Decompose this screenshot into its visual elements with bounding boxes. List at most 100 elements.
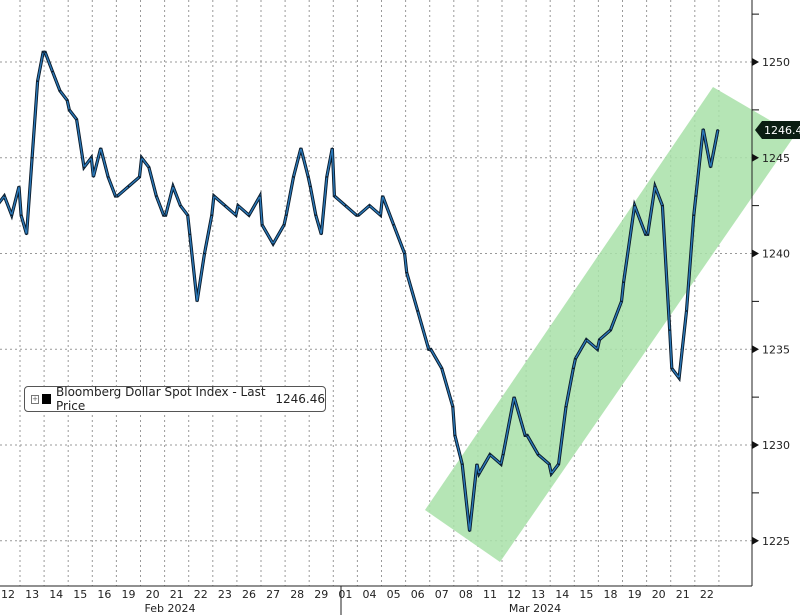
price-point bbox=[357, 214, 360, 216]
price-point bbox=[620, 300, 623, 303]
price-point bbox=[300, 147, 302, 149]
price-point bbox=[709, 166, 712, 169]
price-point bbox=[461, 463, 464, 465]
y-tick-marker bbox=[752, 249, 759, 258]
price-point bbox=[116, 195, 119, 197]
x-tick-label: 26 bbox=[242, 588, 256, 601]
y-tick-marker bbox=[752, 153, 759, 162]
x-tick-label: 12 bbox=[1, 588, 15, 601]
x-tick-label: 08 bbox=[459, 588, 473, 601]
x-tick-label: 28 bbox=[290, 588, 304, 601]
series-layer bbox=[0, 50, 720, 532]
price-point bbox=[155, 195, 158, 197]
price-point bbox=[452, 405, 454, 408]
x-axis: 12 13 14 15 16 19 20 21 22 23 26 27 28 29 01 04 05 06 07 08… bbox=[1, 588, 714, 601]
price-point bbox=[196, 300, 198, 303]
price-point bbox=[292, 176, 295, 178]
price-point bbox=[654, 185, 656, 188]
price-point bbox=[524, 434, 526, 437]
price-point bbox=[261, 223, 263, 226]
month-label-mar: Mar 2024 bbox=[509, 602, 561, 615]
price-point bbox=[478, 472, 480, 475]
price-point bbox=[237, 204, 239, 207]
price-point bbox=[526, 434, 528, 437]
price-point bbox=[248, 214, 250, 216]
legend-label: Bloomberg Dollar Spot Index - Last Price bbox=[56, 385, 266, 413]
x-tick-label: 14 bbox=[49, 588, 63, 601]
price-point bbox=[671, 367, 673, 370]
price-point bbox=[259, 195, 261, 197]
y-tick-label: 1245 bbox=[762, 152, 790, 165]
price-point bbox=[307, 176, 310, 178]
price-point bbox=[598, 338, 601, 341]
price-point bbox=[211, 214, 213, 216]
price-point bbox=[51, 70, 54, 73]
price-point bbox=[83, 166, 85, 169]
x-tick-label: 07 bbox=[435, 588, 449, 601]
x-tick-label: 13 bbox=[531, 588, 545, 601]
price-point bbox=[164, 214, 167, 216]
grid bbox=[0, 0, 752, 586]
price-point bbox=[454, 434, 456, 437]
x-tick-label: 27 bbox=[266, 588, 280, 601]
price-point bbox=[309, 185, 312, 188]
price-point bbox=[31, 156, 33, 159]
price-point bbox=[646, 233, 649, 236]
price-point bbox=[333, 195, 336, 197]
price-point bbox=[36, 80, 39, 82]
price-point bbox=[392, 223, 395, 226]
price-point bbox=[678, 377, 680, 379]
price-point bbox=[179, 204, 182, 207]
price-point bbox=[44, 51, 46, 54]
price-point bbox=[633, 204, 636, 207]
series-swatch bbox=[42, 394, 52, 404]
y-tick-marker bbox=[752, 441, 759, 449]
price-point bbox=[127, 185, 130, 188]
price-point bbox=[138, 176, 141, 178]
x-tick-label: 21 bbox=[676, 588, 690, 601]
price-point bbox=[18, 185, 20, 188]
y-tick-marker bbox=[752, 345, 759, 354]
price-point bbox=[285, 214, 288, 216]
y-tick-label: 1240 bbox=[762, 248, 790, 261]
price-point bbox=[468, 530, 471, 532]
price-point bbox=[148, 166, 150, 169]
last-price-tag: 1246.46 bbox=[755, 121, 800, 139]
price-point bbox=[68, 109, 71, 111]
price-point bbox=[609, 329, 612, 331]
legend: + Bloomberg Dollar Spot Index - Last Pri… bbox=[24, 385, 326, 413]
price-point bbox=[203, 252, 206, 255]
price-point bbox=[320, 233, 323, 236]
price-point bbox=[92, 176, 95, 178]
price-point bbox=[550, 472, 553, 475]
price-point bbox=[140, 156, 143, 159]
x-tick-label: 06 bbox=[411, 588, 425, 601]
price-point bbox=[114, 195, 117, 197]
price-point bbox=[489, 453, 491, 456]
price-point bbox=[10, 214, 13, 216]
price-point bbox=[717, 128, 719, 131]
price-point bbox=[66, 99, 68, 102]
price-point bbox=[272, 243, 274, 245]
x-tick-label: 14 bbox=[555, 588, 569, 601]
price-point bbox=[585, 338, 588, 341]
uptrend-channel bbox=[425, 87, 795, 562]
x-tick-label: 23 bbox=[218, 588, 232, 601]
x-tick-label: 04 bbox=[363, 588, 377, 601]
price-point bbox=[315, 214, 317, 216]
price-point bbox=[25, 233, 28, 236]
price-point bbox=[3, 195, 6, 197]
price-point bbox=[107, 176, 109, 178]
price-point bbox=[668, 329, 671, 331]
expand-icon[interactable]: + bbox=[31, 394, 40, 404]
price-point bbox=[344, 204, 347, 207]
price-point bbox=[186, 214, 189, 216]
x-tick-label: 12 bbox=[507, 588, 521, 601]
price-point bbox=[379, 214, 382, 216]
x-tick-label: 01 bbox=[338, 588, 352, 601]
x-tick-label: 19 bbox=[122, 588, 136, 601]
price-point bbox=[427, 348, 430, 351]
price-point bbox=[476, 463, 478, 465]
price-point bbox=[622, 281, 625, 284]
